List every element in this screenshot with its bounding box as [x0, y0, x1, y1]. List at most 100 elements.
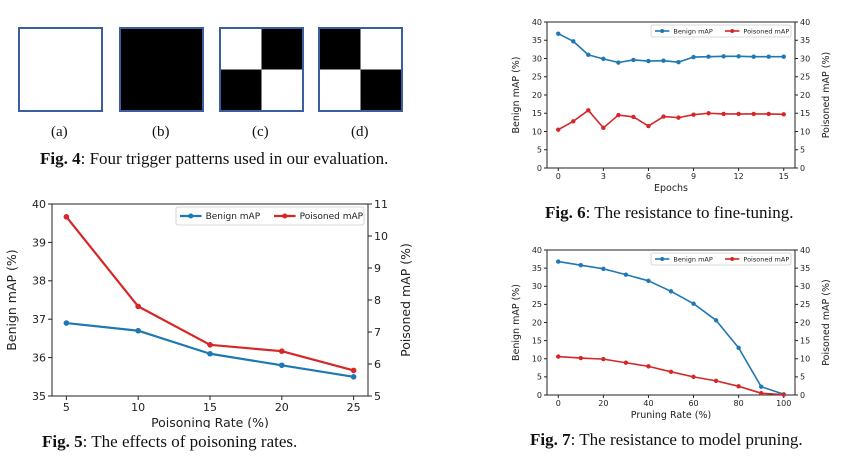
fig6-point-benign-map: [616, 60, 621, 65]
fig7-x-tick-label: 40: [643, 399, 653, 408]
fig5-point-poisoned-map: [350, 367, 357, 374]
fig7-yl-tick-label: 0: [537, 391, 542, 400]
fig5-legend: [175, 206, 365, 226]
fig6-yl-tick-label: 5: [537, 146, 542, 155]
fig5-x-tick-label: 20: [275, 401, 289, 414]
fig7-point-poisoned-map: [556, 354, 561, 359]
fig6-caption-text: : The resistance to fine-tuning.: [585, 203, 794, 222]
fig6-point-poisoned-map: [751, 111, 756, 117]
fig5-yl-tick-label: 39: [32, 236, 46, 249]
fig6-yr-tick-label: 0: [800, 164, 805, 173]
fig6-yl-tick-label: 20: [532, 91, 542, 100]
fig7-yl-tick-label: 40: [532, 246, 542, 255]
fig6-series-line-benign-map: [557, 32, 784, 64]
fig5-caption-text: : The effects of poisoning rates.: [82, 432, 298, 451]
fig5-point-poisoned-map: [207, 342, 213, 348]
fig6-yl-tick-label: 35: [532, 36, 542, 45]
fig5-x-tick-label: 10: [131, 401, 145, 414]
fig7-point-poisoned-map: [713, 378, 719, 384]
fig5-point-benign-map: [350, 374, 357, 380]
fig4-caption: Fig. 4: Four trigger patterns used in ou…: [40, 149, 388, 169]
fig4-caption-label: Fig. 4: [40, 149, 81, 168]
fig6-point-benign-map: [661, 58, 666, 63]
fig7-series-line-benign-map: [558, 260, 784, 396]
trigger-pattern-b: [119, 27, 204, 112]
fig4-caption-text: : Four trigger patterns used in our eval…: [80, 149, 389, 168]
fig6-yl-tick-label: 15: [532, 109, 542, 118]
fig6-yr-tick-label: 5: [800, 146, 805, 155]
fig6-point-benign-map: [586, 52, 591, 58]
fig5-point-poisoned-map: [279, 348, 285, 354]
fig5-point-benign-map: [207, 350, 213, 357]
fig6-yr-tick-label: 15: [800, 109, 810, 118]
fig6-point-poisoned-map: [676, 115, 681, 120]
fig5-chart: 5 10 15 20 25 35 36 37 38 39 40 5 6 7 8 9 10 11 Poisoning …: [4, 198, 413, 428]
fig6-point-poisoned-map: [616, 112, 621, 118]
fig7-yr-tick-label: 10: [800, 355, 810, 364]
fig7-x-tick-label: 60: [688, 399, 698, 408]
fig6-point-poisoned-map: [706, 111, 711, 116]
trigger-pattern-a: [18, 27, 103, 112]
fig4-patterns: [18, 27, 403, 112]
fig6-yr-tick-label: 10: [800, 127, 810, 136]
fig6-point-poisoned-map: [691, 112, 696, 117]
fig5-yr-tick-label: 7: [374, 326, 381, 339]
fig6-legend-label: Poisoned mAP: [743, 27, 789, 35]
fig7-point-benign-map: [668, 289, 674, 294]
fig6-point-benign-map: [736, 54, 741, 59]
fig6-point-benign-map: [706, 54, 711, 59]
fig7-legend-label: Benign mAP: [673, 255, 712, 263]
fig5-y-axis-label-right: Poisoned mAP (%): [398, 243, 413, 357]
fig5-point-poisoned-map: [63, 214, 70, 220]
fig7-legend: [650, 252, 792, 266]
fig5-yr-tick-label: 6: [374, 358, 381, 371]
fig7-caption-label: Fig. 7: [530, 430, 571, 449]
fig5-legend-marker: [282, 213, 288, 219]
fig6-yl-tick-label: 10: [532, 127, 542, 136]
fig5-point-benign-map: [63, 320, 70, 326]
fig5-legend-marker: [188, 213, 194, 219]
fig6-x-axis-label: Epochs: [654, 183, 688, 194]
fig6-point-poisoned-map: [646, 123, 651, 129]
fig7-x-tick-label: 0: [556, 399, 561, 408]
fig6-caption-label: Fig. 6: [545, 203, 586, 222]
fig4-sublabel-d: (d): [351, 124, 369, 140]
fig7-legend-marker: [660, 257, 665, 261]
fig6-plot-frame: [546, 21, 796, 169]
fig6-point-benign-map: [676, 59, 681, 65]
fig7-point-poisoned-map: [623, 360, 629, 365]
fig6-yr-tick-label: 25: [800, 73, 810, 82]
fig7-yr-tick-label: 0: [800, 391, 805, 400]
fig4-sublabel-c: (c): [252, 124, 269, 140]
fig7-x-axis-label: Pruning Rate (%): [631, 410, 711, 421]
fig6-point-poisoned-map: [721, 111, 726, 117]
fig4-sublabel-a: (a): [51, 124, 68, 140]
fig7-yr-tick-label: 40: [800, 246, 810, 255]
fig7-yr-tick-label: 20: [800, 318, 810, 327]
fig6-point-poisoned-map: [556, 127, 561, 132]
fig7-point-poisoned-map: [781, 392, 786, 397]
fig6-y-axis-label-left: Benign mAP (%): [511, 56, 522, 133]
fig7-x-tick-label: 100: [776, 399, 791, 408]
fig7-point-benign-map: [691, 301, 696, 306]
fig7-yl-tick-label: 35: [532, 264, 542, 273]
fig6-x-tick-label: 15: [779, 172, 789, 181]
fig7-yl-tick-label: 25: [532, 300, 542, 309]
fig7-point-benign-map: [578, 263, 584, 268]
fig7-yr-tick-label: 25: [800, 300, 810, 309]
fig7-legend-marker: [730, 257, 735, 261]
fig6-x-tick-label: 12: [734, 172, 744, 181]
fig7-y-axis-label-left: Benign mAP (%): [511, 284, 522, 361]
fig7-point-benign-map: [646, 278, 651, 284]
fig5-x-tick-label: 15: [203, 401, 217, 414]
fig6-point-benign-map: [691, 54, 696, 60]
fig7-point-poisoned-map: [646, 364, 651, 369]
fig7-point-poisoned-map: [758, 390, 764, 396]
fig5-x-tick-label: 5: [63, 401, 70, 414]
fig6-legend-label: Benign mAP: [673, 27, 712, 35]
fig7-legend-label: Poisoned mAP: [743, 255, 789, 263]
fig7-yr-tick-label: 35: [800, 264, 810, 273]
fig5-point-benign-map: [135, 327, 141, 334]
fig7-yr-tick-label: 5: [800, 373, 805, 382]
fig6-legend: [650, 24, 792, 38]
